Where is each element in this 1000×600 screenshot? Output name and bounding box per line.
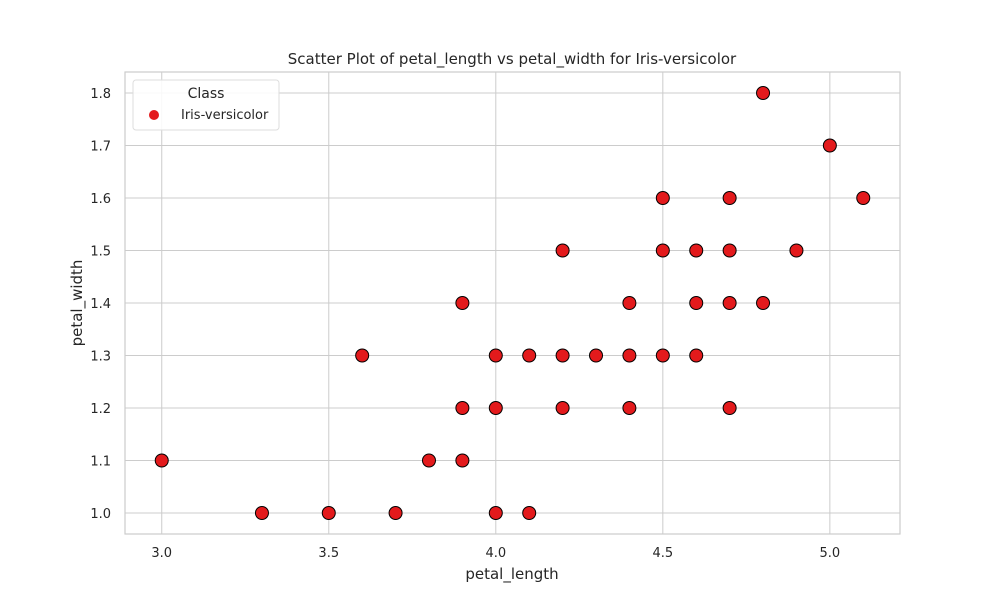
data-point — [488, 506, 503, 520]
data-point — [756, 86, 771, 100]
data-point — [689, 296, 704, 310]
x-tick-label: 3.5 — [318, 546, 339, 561]
y-tick-label: 1.4 — [90, 297, 111, 312]
data-point — [856, 191, 871, 205]
x-tick-label: 4.5 — [652, 546, 673, 561]
plot-frame — [124, 71, 901, 535]
data-point — [355, 348, 370, 363]
data-point — [622, 401, 637, 415]
data-point — [488, 401, 503, 415]
y-axis-label: petal_width — [68, 260, 87, 347]
data-point — [655, 243, 670, 258]
data-point — [522, 348, 537, 363]
legend-box — [132, 79, 280, 131]
y-tick-label: 1.3 — [90, 350, 111, 365]
data-point — [555, 348, 570, 363]
data-point — [756, 296, 771, 310]
y-tick-label: 1.2 — [90, 402, 111, 417]
data-point — [655, 348, 670, 363]
data-point — [321, 506, 336, 520]
x-tick-label: 5.0 — [820, 546, 841, 561]
x-tick-label: 3.0 — [151, 546, 172, 561]
data-point — [689, 243, 704, 258]
legend-entry-label: Iris-versicolor — [181, 108, 269, 123]
data-point — [388, 506, 403, 520]
y-tick-label: 1.0 — [90, 507, 111, 522]
data-point — [689, 348, 704, 363]
data-point — [822, 138, 837, 153]
data-point — [154, 453, 169, 468]
grid — [125, 72, 900, 534]
y-tick-label: 1.6 — [90, 192, 111, 207]
data-point — [722, 401, 737, 415]
data-point — [622, 296, 637, 310]
legend-marker — [149, 110, 159, 120]
data-point — [455, 296, 470, 310]
data-point — [655, 191, 670, 205]
data-point — [722, 296, 737, 310]
legend-title: Class — [188, 86, 225, 102]
x-tick-label: 4.0 — [485, 546, 506, 561]
y-tick-label: 1.8 — [90, 87, 111, 102]
data-point — [522, 506, 537, 520]
data-point — [555, 401, 570, 415]
data-point — [455, 453, 470, 468]
data-point — [622, 348, 637, 363]
data-point — [789, 243, 804, 258]
data-point — [254, 506, 269, 520]
x-axis-label: petal_length — [465, 565, 558, 584]
data-point — [488, 348, 503, 363]
data-points — [154, 86, 871, 520]
data-point — [555, 243, 570, 258]
chart-title: Scatter Plot of petal_length vs petal_wi… — [288, 50, 737, 69]
data-point — [421, 453, 436, 468]
y-tick-label: 1.1 — [90, 455, 111, 470]
y-tick-label: 1.7 — [90, 140, 111, 155]
data-point — [722, 191, 737, 205]
data-point — [455, 401, 470, 415]
data-point — [722, 243, 737, 258]
y-tick-label: 1.5 — [90, 245, 111, 260]
data-point — [589, 348, 604, 363]
tick-labels: 3.0 3.5 4.0 4.5 5.0 1.0 1.1 1.2 1.3 1.4 1.5 1.6 1.7 1… — [90, 87, 840, 561]
legend: Class Iris-versicolor — [132, 79, 280, 131]
